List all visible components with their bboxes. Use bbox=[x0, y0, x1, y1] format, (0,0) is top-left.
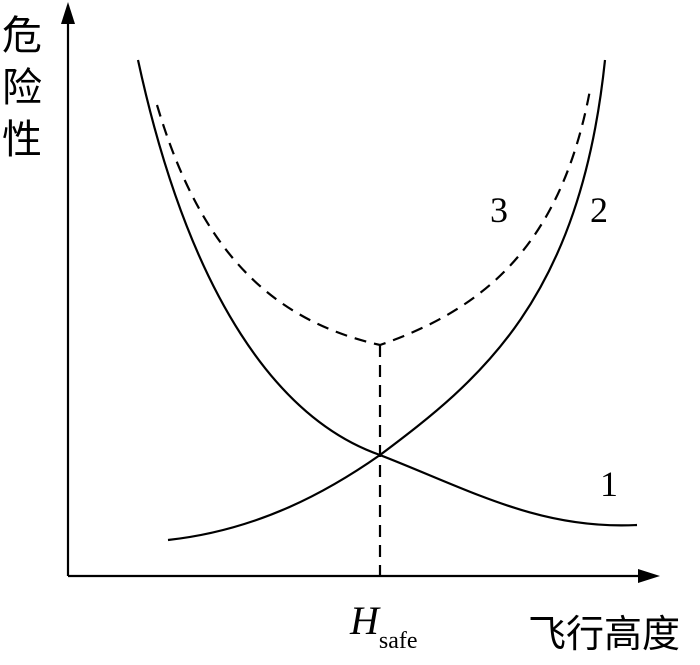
x-arrow bbox=[638, 569, 660, 583]
h-symbol: H bbox=[350, 598, 379, 643]
h-subscript: safe bbox=[378, 628, 418, 654]
curve-2 bbox=[167, 59, 607, 542]
curve-label: 1 bbox=[600, 464, 618, 504]
curve-3 bbox=[155, 89, 592, 347]
h-safe-label: Hsafe bbox=[350, 597, 418, 655]
y-arrow bbox=[61, 2, 75, 24]
x-label: 飞行高度 bbox=[528, 612, 681, 656]
curve-1 bbox=[136, 59, 638, 527]
curve-label: 3 bbox=[490, 190, 508, 230]
curve-label: 2 bbox=[590, 190, 608, 230]
y-label: 危险性 bbox=[2, 13, 42, 163]
